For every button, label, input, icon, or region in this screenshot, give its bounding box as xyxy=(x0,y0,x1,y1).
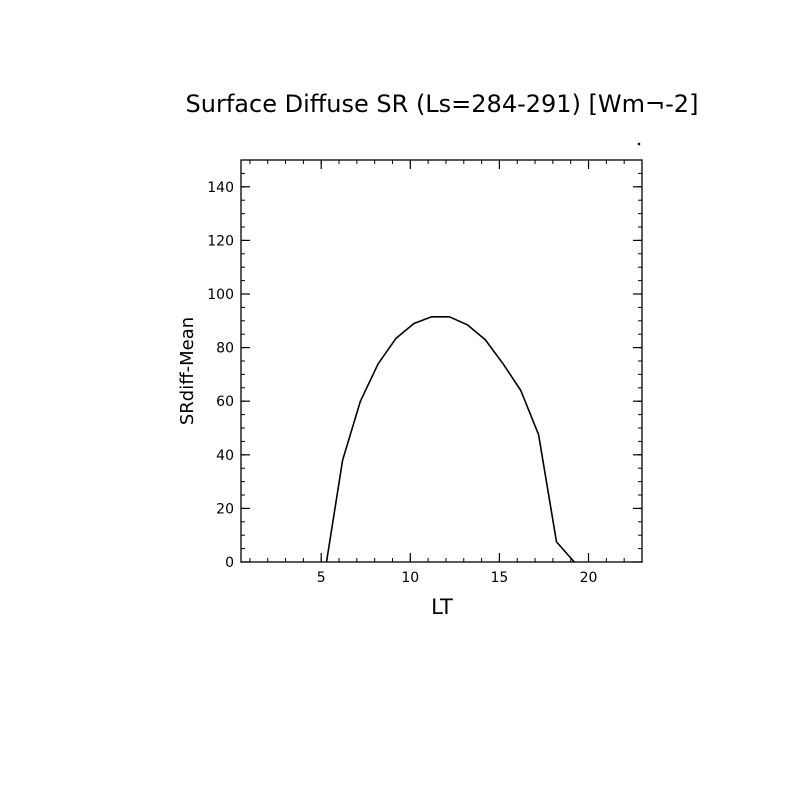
series-line xyxy=(325,315,575,563)
y-tick-label: 20 xyxy=(216,501,234,517)
y-tick-label: 0 xyxy=(225,555,234,571)
y-tick-label: 40 xyxy=(216,448,234,464)
y-tick-label: 100 xyxy=(207,287,234,303)
y-tick-label: 80 xyxy=(216,341,234,357)
x-tick-label: 5 xyxy=(317,570,326,586)
corner-marker-dot xyxy=(637,142,641,146)
y-axis-label: SRdiff-Mean xyxy=(177,317,198,425)
x-tick-label: 10 xyxy=(401,570,419,586)
series-group xyxy=(325,315,575,563)
x-tick-label: 15 xyxy=(491,570,509,586)
y-tick-label: 140 xyxy=(207,180,234,196)
chart-title: Surface Diffuse SR (Ls=284-291) [Wm¬-2] xyxy=(186,90,699,118)
x-tick-label: 20 xyxy=(580,570,598,586)
y-tick-label: 120 xyxy=(207,233,234,249)
plot-frame xyxy=(240,159,643,563)
axes-group: 5 10 15 20 0 20 40 60 80 100 120 140 xyxy=(207,142,643,586)
x-axis-label: LT xyxy=(431,595,453,619)
y-tick-label: 60 xyxy=(216,394,234,410)
